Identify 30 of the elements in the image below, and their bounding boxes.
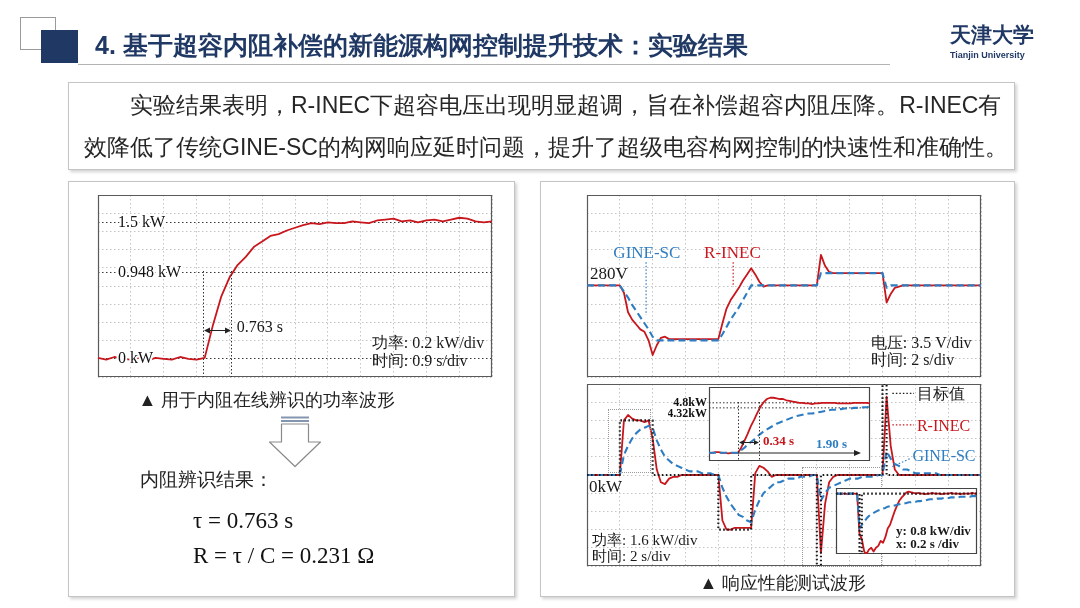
annotation: y: 0.8 kW/div	[896, 522, 972, 538]
text: ▲ 用于内阻在线辨识的功率波形	[137, 390, 397, 410]
legend-label: GINE-SC	[912, 446, 976, 464]
annotation: 电压: 3.5 V/div	[870, 334, 972, 352]
y-tick-label: 0.948 kW	[118, 262, 182, 280]
text: Tianjin University	[950, 49, 1025, 61]
annotation: 280V	[590, 264, 629, 284]
annotation: 时间: 2 s/div	[870, 351, 955, 369]
text: 天津大学	[950, 23, 1034, 47]
annotation: 1.90 s	[815, 436, 847, 452]
text: ▲ 响应性能测试波形	[698, 573, 868, 593]
text: 内阻辨识结果：	[140, 468, 273, 492]
legend-label: 目标值	[916, 385, 965, 403]
annotation: 0.34 s	[762, 433, 794, 449]
annotation: 0.763 s	[236, 318, 283, 336]
y-tick-label: 1.5 kW	[118, 212, 166, 230]
series-label: R-INEC	[704, 242, 761, 262]
text: R = τ / C = 0.231 Ω	[193, 542, 375, 570]
text: 实验结果表明，R-INEC下超容电压出现明显超调，旨在补偿超容内阻压降。R-INEC有效降低了传统GINE-SC的构网响应延时问题，提升了超级电容构网控制的快速性和准确性。	[84, 91, 1009, 162]
annotation: 功率: 0.2 kW/div	[371, 334, 485, 352]
annotation: 0kW	[589, 476, 623, 496]
ref-line-label: 4.32kW	[667, 406, 707, 421]
annotation: 时间: 0.9 s/div	[371, 351, 468, 369]
ref-line-label: 4.8kW	[673, 394, 707, 409]
text: 4. 基于超容内阻补偿的新能源构网控制提升技术：实验结果	[95, 30, 748, 60]
text: τ = 0.763 s	[193, 507, 294, 535]
annotation: 时间: 2 s/div	[592, 548, 671, 565]
legend-label: R-INEC	[916, 416, 971, 434]
annotation: 功率: 1.6 kW/div	[592, 531, 699, 548]
series-label: GINE-SC	[613, 242, 681, 262]
